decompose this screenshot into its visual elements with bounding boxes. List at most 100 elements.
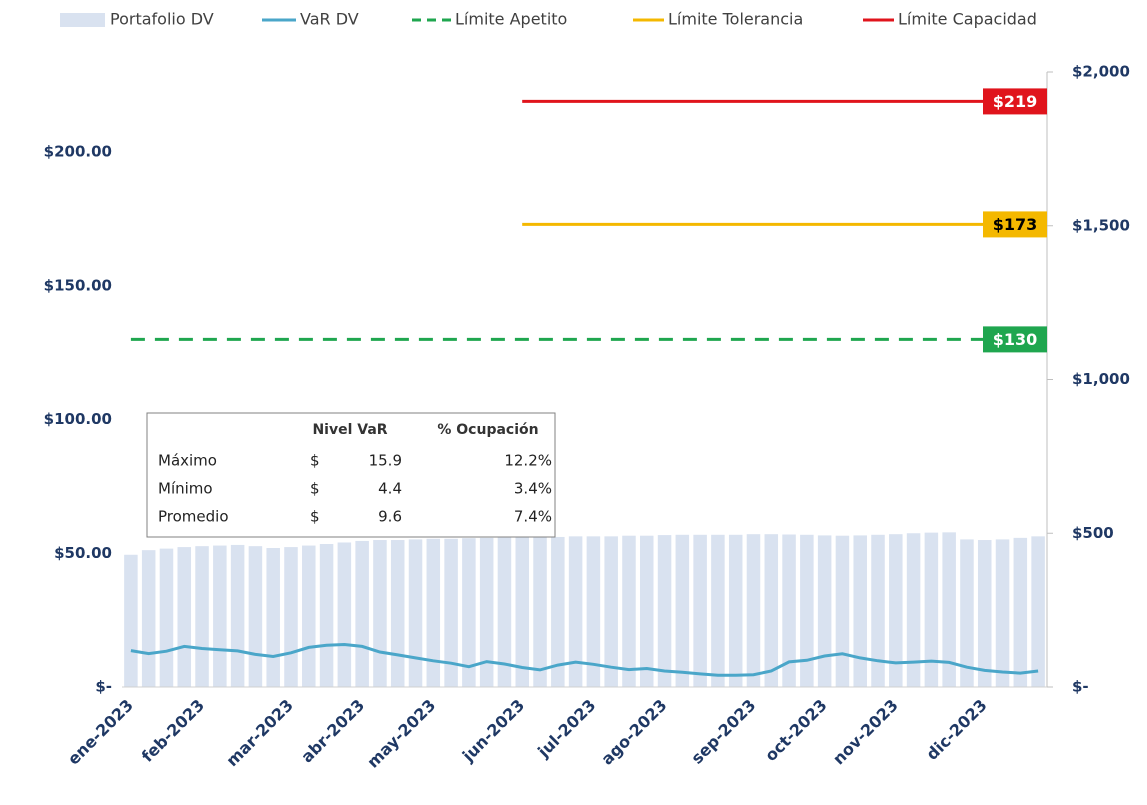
x-tick-label: nov-2023 — [829, 696, 902, 769]
y-tick-label: $200.00 — [44, 143, 112, 161]
bar — [141, 550, 156, 687]
bar — [195, 546, 209, 687]
bar — [889, 534, 903, 687]
bar — [924, 532, 939, 687]
bar — [835, 535, 850, 687]
bar — [390, 540, 405, 687]
bar — [426, 538, 441, 687]
bar — [942, 532, 956, 687]
bar — [551, 536, 565, 687]
table-cell: 3.4% — [514, 480, 552, 498]
bar — [800, 534, 814, 687]
bar — [497, 537, 512, 687]
bar — [266, 548, 280, 687]
bar — [782, 534, 796, 687]
y2-tick-label: $- — [1072, 678, 1089, 696]
bar — [817, 535, 832, 687]
table-cell: 15.9 — [369, 452, 402, 470]
value-label-box — [983, 326, 1047, 353]
y-tick-label: $50.00 — [54, 544, 112, 562]
table-cell: Promedio — [158, 508, 229, 526]
bar — [355, 540, 369, 687]
bar — [1031, 536, 1045, 687]
bar — [159, 548, 174, 687]
table-header: Nivel VaR — [312, 422, 387, 438]
table-cell: $ — [310, 452, 320, 470]
bar — [764, 534, 779, 687]
y2-tick-label: $1,500 — [1072, 216, 1130, 234]
x-tick-label: dic-2023 — [922, 696, 990, 764]
table-header: % Ocupación — [437, 422, 538, 438]
bar — [906, 533, 921, 687]
table-cell: Máximo — [158, 452, 217, 470]
y2-tick-label: $1,000 — [1072, 370, 1130, 388]
bar — [337, 542, 352, 687]
y-tick-label: $- — [95, 678, 112, 696]
bar — [693, 534, 707, 687]
bar — [124, 554, 138, 687]
value-label: $219 — [993, 92, 1038, 111]
bar — [728, 534, 743, 687]
bar — [177, 547, 192, 687]
bar — [302, 545, 316, 687]
bar — [853, 535, 867, 687]
bar — [586, 536, 601, 687]
bar — [284, 547, 298, 687]
bar — [515, 537, 529, 687]
y-tick-label: $100.00 — [44, 410, 112, 428]
x-tick-label: mar-2023 — [222, 696, 297, 771]
y-tick-label: $150.00 — [44, 276, 112, 294]
line — [130, 642, 1039, 677]
table-cell: $ — [310, 508, 320, 526]
bar — [746, 534, 761, 687]
x-tick-label: sep-2023 — [687, 696, 759, 768]
bar — [657, 535, 672, 687]
legend-label: Límite Capacidad — [898, 10, 1037, 29]
value-label-box — [983, 211, 1047, 238]
table-cell: Mínimo — [158, 480, 213, 498]
bar — [568, 536, 583, 687]
x-tick-label: ago-2023 — [597, 696, 670, 769]
bar — [675, 534, 690, 687]
y2-tick-label: $500 — [1072, 524, 1114, 542]
bar — [871, 534, 885, 687]
bar — [462, 538, 476, 687]
legend-label: Límite Apetito — [455, 10, 567, 29]
x-tick-label: ene-2023 — [64, 696, 137, 769]
table-cell: $ — [310, 480, 320, 498]
bar — [408, 539, 423, 687]
y2-tick-label: $2,000 — [1072, 63, 1130, 81]
table-cell: 7.4% — [514, 508, 552, 526]
value-label-box — [983, 88, 1047, 115]
bar — [711, 534, 725, 687]
bar — [604, 536, 618, 687]
table-cell: 4.4 — [378, 480, 402, 498]
table-box — [146, 412, 556, 538]
x-tick-label: feb-2023 — [138, 696, 208, 766]
legend-label: Límite Tolerancia — [668, 10, 803, 29]
value-label: $173 — [993, 215, 1038, 234]
bar — [319, 544, 334, 687]
bar — [248, 546, 263, 687]
bar — [444, 538, 458, 687]
table-cell: 9.6 — [378, 508, 402, 526]
legend-label: VaR DV — [300, 10, 359, 29]
bar — [533, 536, 547, 687]
legend-label: Portafolio DV — [110, 10, 214, 29]
x-tick-label: jun-2023 — [458, 696, 528, 766]
bar — [622, 535, 636, 687]
bar — [213, 545, 227, 687]
table-cell: 12.2% — [504, 452, 552, 470]
bar — [479, 537, 494, 687]
bar — [373, 540, 387, 687]
x-tick-label: oct-2023 — [761, 696, 831, 766]
x-tick-label: jul-2023 — [533, 696, 599, 762]
x-tick-label: may-2023 — [363, 696, 439, 772]
bar — [640, 535, 654, 687]
legend-swatch — [60, 13, 105, 27]
bar — [960, 539, 974, 687]
bar — [977, 540, 992, 687]
value-label: $130 — [993, 330, 1038, 349]
bar — [995, 539, 1010, 687]
